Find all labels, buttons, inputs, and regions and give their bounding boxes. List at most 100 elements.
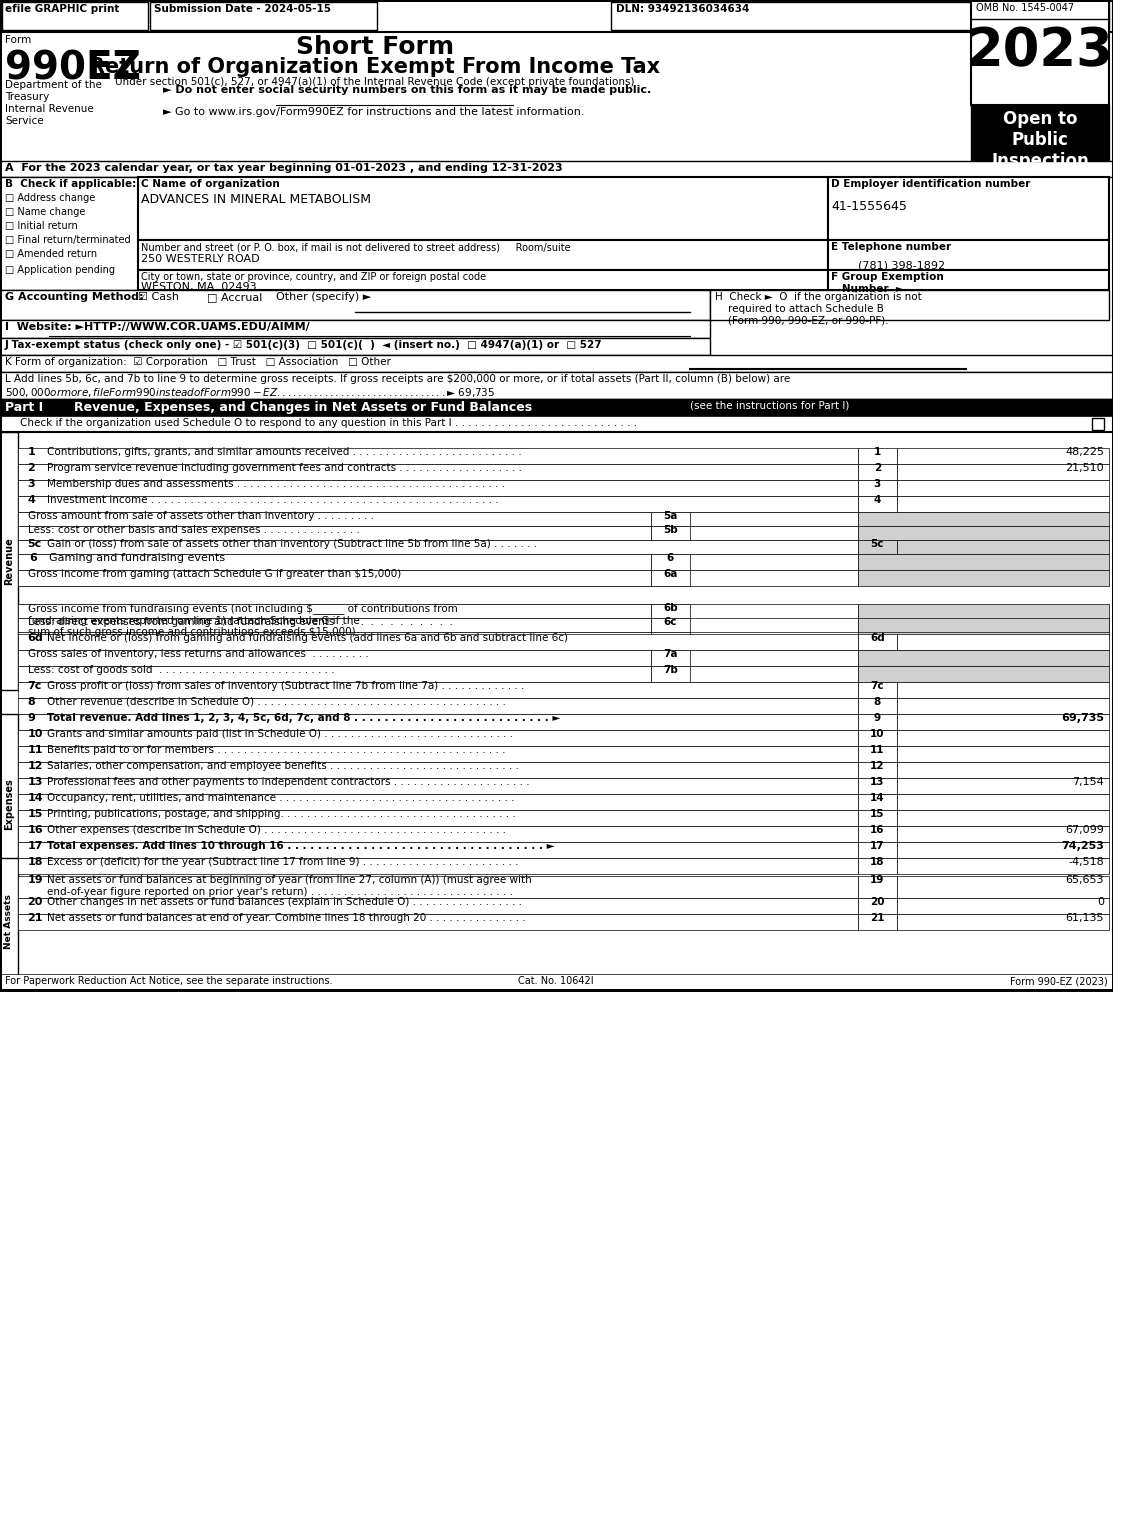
Bar xyxy=(858,618,1109,631)
Text: F Group Exemption
   Number  ►: F Group Exemption Number ► xyxy=(831,271,944,294)
Text: ► Go to www.irs.gov/Form990EZ for instructions and the latest information.: ► Go to www.irs.gov/Form990EZ for instru… xyxy=(163,107,584,117)
Text: 14: 14 xyxy=(870,793,885,804)
Bar xyxy=(858,859,898,874)
Bar xyxy=(18,827,858,842)
Text: Other changes in net assets or fund balances (explain in Schedule O) . . . . . .: Other changes in net assets or fund bala… xyxy=(47,897,523,907)
Bar xyxy=(0,372,1113,400)
Text: C Name of organization: C Name of organization xyxy=(141,178,280,189)
Bar xyxy=(898,464,1109,480)
Text: Gross income from fundraising events (not including $______ of contributions fro: Gross income from fundraising events (no… xyxy=(27,602,457,637)
Bar xyxy=(18,795,858,810)
Text: 12: 12 xyxy=(27,761,43,772)
Text: 65,653: 65,653 xyxy=(1066,875,1104,884)
Text: Printing, publications, postage, and shipping. . . . . . . . . . . . . . . . . .: Printing, publications, postage, and shi… xyxy=(47,808,516,819)
Text: 0: 0 xyxy=(1097,897,1104,907)
Text: Professional fees and other payments to independent contractors . . . . . . . . : Professional fees and other payments to … xyxy=(47,778,530,787)
Bar xyxy=(898,682,1109,698)
Bar xyxy=(0,339,710,355)
Bar xyxy=(18,464,858,480)
Text: Cat. No. 10642I: Cat. No. 10642I xyxy=(518,976,594,987)
Text: 10: 10 xyxy=(27,729,43,740)
Bar xyxy=(898,898,1109,913)
Text: Total expenses. Add lines 10 through 16 . . . . . . . . . . . . . . . . . . . . : Total expenses. Add lines 10 through 16 … xyxy=(47,840,555,851)
Bar xyxy=(971,105,1109,175)
Bar xyxy=(18,618,650,631)
Bar xyxy=(2,2,148,30)
Bar xyxy=(150,2,377,30)
Bar xyxy=(828,239,1109,270)
Text: Salaries, other compensation, and employee benefits . . . . . . . . . . . . . . : Salaries, other compensation, and employ… xyxy=(47,761,519,772)
Bar xyxy=(18,730,858,746)
Bar xyxy=(650,618,690,631)
Bar xyxy=(0,432,18,689)
Text: 10: 10 xyxy=(870,729,884,740)
Bar xyxy=(0,0,1113,32)
Bar xyxy=(858,634,898,650)
Bar xyxy=(710,290,1109,320)
Text: -4,518: -4,518 xyxy=(1068,857,1104,868)
Bar xyxy=(898,762,1109,778)
Text: 2: 2 xyxy=(27,464,35,473)
Bar xyxy=(858,604,1109,637)
Bar xyxy=(138,239,828,270)
Text: Gross income from gaming (attach Schedule G if greater than $15,000): Gross income from gaming (attach Schedul… xyxy=(27,569,401,580)
Text: Expenses: Expenses xyxy=(3,779,14,831)
Text: 6b: 6b xyxy=(663,602,677,613)
Text: 13: 13 xyxy=(27,778,43,787)
Text: L Add lines 5b, 6c, and 7b to line 9 to determine gross receipts. If gross recei: L Add lines 5b, 6c, and 7b to line 9 to … xyxy=(5,374,790,400)
Bar xyxy=(858,540,898,554)
Bar xyxy=(0,162,1113,177)
Bar xyxy=(898,859,1109,874)
Text: Excess or (deficit) for the year (Subtract line 17 from line 9) . . . . . . . . : Excess or (deficit) for the year (Subtra… xyxy=(47,857,519,868)
Bar xyxy=(650,554,690,570)
Text: 250 WESTERLY ROAD: 250 WESTERLY ROAD xyxy=(141,255,260,264)
Text: Net income or (loss) from gaming and fundraising events (add lines 6a and 6b and: Net income or (loss) from gaming and fun… xyxy=(47,633,568,644)
Text: 7,154: 7,154 xyxy=(1073,778,1104,787)
Bar xyxy=(898,540,1109,554)
Bar xyxy=(18,650,858,666)
Text: Under section 501(c), 527, or 4947(a)(1) of the Internal Revenue Code (except pr: Under section 501(c), 527, or 4947(a)(1)… xyxy=(115,76,634,87)
Text: Number and street (or P. O. box, if mail is not delivered to street address)    : Number and street (or P. O. box, if mail… xyxy=(141,242,570,252)
Bar xyxy=(18,634,858,650)
Text: E Telephone number: E Telephone number xyxy=(831,242,951,252)
Bar xyxy=(18,842,858,859)
Bar xyxy=(858,827,898,842)
Text: Net assets or fund balances at end of year. Combine lines 18 through 20 . . . . : Net assets or fund balances at end of ye… xyxy=(47,913,526,923)
Text: Less: direct expenses from gaming and fundraising events  .  .  .  .  .  .  .  .: Less: direct expenses from gaming and fu… xyxy=(27,618,453,627)
Bar xyxy=(0,0,1113,990)
Bar xyxy=(898,778,1109,795)
Bar xyxy=(0,0,1113,432)
Bar xyxy=(0,290,710,320)
Text: G Accounting Method:: G Accounting Method: xyxy=(5,291,143,302)
Text: 6: 6 xyxy=(667,554,674,563)
Text: □ Final return/terminated: □ Final return/terminated xyxy=(5,235,131,246)
Text: 7c: 7c xyxy=(870,682,884,691)
Text: 13: 13 xyxy=(870,778,884,787)
Text: Form: Form xyxy=(5,35,32,46)
Bar xyxy=(858,480,898,496)
Bar xyxy=(858,650,1109,666)
Text: 6a: 6a xyxy=(663,569,677,580)
Bar xyxy=(898,795,1109,810)
Bar xyxy=(898,842,1109,859)
Bar xyxy=(18,570,858,586)
Text: Investment income . . . . . . . . . . . . . . . . . . . . . . . . . . . . . . . : Investment income . . . . . . . . . . . … xyxy=(47,496,499,505)
Text: □ Accrual: □ Accrual xyxy=(207,291,262,302)
Bar xyxy=(858,913,898,930)
Bar xyxy=(650,650,690,666)
Text: Contributions, gifts, grants, and similar amounts received . . . . . . . . . . .: Contributions, gifts, grants, and simila… xyxy=(47,447,522,458)
Text: 15: 15 xyxy=(27,808,43,819)
Text: Other (specify) ►: Other (specify) ► xyxy=(275,291,371,302)
Bar xyxy=(18,526,650,540)
Text: Gaming and fundraising events: Gaming and fundraising events xyxy=(50,554,226,563)
Bar xyxy=(0,177,138,290)
Text: A  For the 2023 calendar year, or tax year beginning 01-01-2023 , and ending 12-: A For the 2023 calendar year, or tax yea… xyxy=(5,163,562,172)
Text: Department of the: Department of the xyxy=(5,79,102,90)
Text: Membership dues and assessments . . . . . . . . . . . . . . . . . . . . . . . . : Membership dues and assessments . . . . … xyxy=(47,479,506,490)
Bar xyxy=(18,698,858,714)
Bar xyxy=(0,0,1113,990)
Text: J Tax-exempt status (check only one) - ☑ 501(c)(3)  □ 501(c)(  )  ◄ (insert no.): J Tax-exempt status (check only one) - ☑… xyxy=(5,340,603,351)
Bar xyxy=(18,666,650,682)
Text: 18: 18 xyxy=(870,857,884,868)
Text: 1: 1 xyxy=(27,447,35,458)
